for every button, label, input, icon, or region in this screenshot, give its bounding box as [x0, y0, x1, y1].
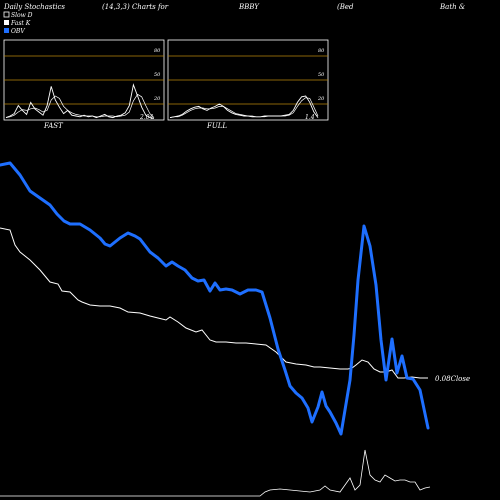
fast-tick-20: 20: [153, 96, 161, 102]
legend-label-obv: OBV: [11, 28, 25, 35]
fast-tick-50: 50: [154, 72, 161, 78]
full-tick-20: 20: [317, 96, 325, 102]
full-slow-d-line: [169, 97, 319, 118]
volume-line: [0, 449, 431, 497]
close-value-label: 0.08Close: [435, 375, 470, 383]
obv-line: [0, 161, 430, 436]
legend-label-fast-k: Fast K: [10, 20, 31, 27]
fast-panel-label: FAST: [43, 122, 64, 130]
legend-swatch-obv: [4, 28, 9, 33]
full-panel-label: FULL: [206, 122, 227, 130]
chart-title: Daily Stochastics (14,3,3) Charts for BB…: [3, 3, 465, 11]
fast-slow-d-line: [5, 93, 155, 118]
full-value-label: 1.4: [305, 114, 315, 121]
title-part-5: Bath &: [439, 3, 465, 11]
full-panel: 80 50 20 1.4 FULL: [167, 39, 329, 130]
fast-fast-k-line: [5, 83, 155, 119]
fast-tick-80: 80: [154, 48, 161, 54]
full-tick-50: 50: [318, 72, 325, 78]
full-fast-k-line: [169, 95, 319, 119]
legend: Slow D Fast K OBV: [3, 11, 33, 35]
title-part-4: (Bed: [337, 3, 354, 11]
close-price-line: [0, 227, 428, 379]
title-part-2: (14,3,3) Charts for: [102, 3, 169, 11]
fast-panel: 80 50 20 2.04 FAST: [3, 39, 165, 130]
title-part-ticker: BBBY: [238, 3, 260, 11]
fast-value-label: 2.04: [139, 114, 154, 121]
title-part-1: Daily Stochastics: [3, 3, 65, 11]
legend-swatch-slow-d: [3, 11, 10, 18]
legend-label-slow-d: Slow D: [11, 12, 33, 19]
full-tick-80: 80: [318, 48, 325, 54]
legend-swatch-fast-k: [4, 20, 9, 25]
